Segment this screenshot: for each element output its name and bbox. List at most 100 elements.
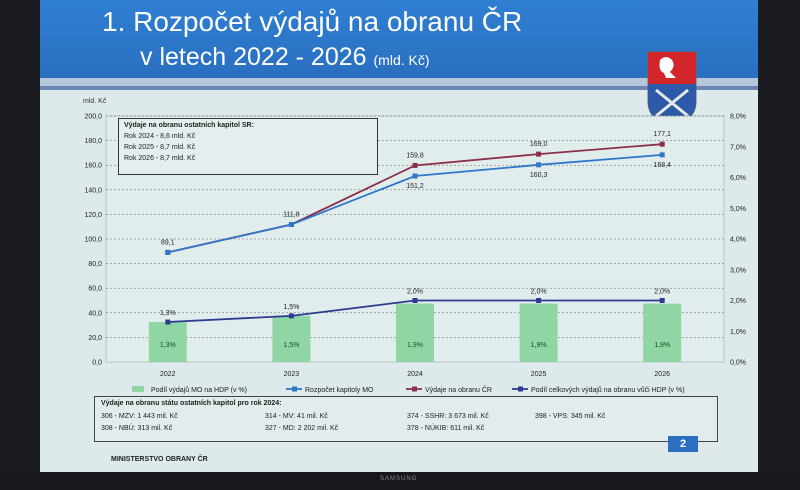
series-marker bbox=[536, 298, 542, 303]
gdp-share-label: 2,0% bbox=[531, 289, 547, 296]
bar bbox=[519, 303, 558, 362]
header-stripe-dark bbox=[40, 86, 758, 90]
info-box-line: Rok 2025 - 8,7 mld. Kč bbox=[124, 144, 196, 151]
series-marker bbox=[165, 319, 171, 325]
y2-tick-label: 0,0% bbox=[730, 360, 746, 367]
chapter-item: 308 - NBÚ: 313 mil. Kč bbox=[101, 425, 172, 432]
series-marker bbox=[165, 249, 171, 255]
chapter-value: 3 673 mil. Kč bbox=[448, 413, 489, 420]
x-tick-label: 2024 bbox=[407, 371, 423, 378]
y2-tick-label: 4,0% bbox=[730, 237, 746, 244]
y-tick-label: 80,0 bbox=[88, 261, 102, 268]
y-tick-label: 0,0 bbox=[92, 360, 102, 367]
y-tick-label: 20,0 bbox=[88, 335, 102, 342]
x-tick-label: 2025 bbox=[531, 371, 547, 378]
bar-label: 1,9% bbox=[654, 342, 670, 349]
bar bbox=[643, 303, 682, 362]
header-stripe bbox=[40, 78, 758, 86]
chapter-value: 345 mil. Kč bbox=[570, 413, 606, 420]
legend-swatch bbox=[132, 386, 144, 392]
page-number: 2 bbox=[668, 436, 698, 452]
gdp-share-label: 2,0% bbox=[654, 289, 670, 296]
y-tick-label: 180,0 bbox=[84, 138, 102, 145]
series-marker bbox=[659, 152, 665, 158]
budget-mo-label: 160,3 bbox=[530, 172, 548, 179]
chapter-value: 2 202 mil. Kč bbox=[297, 425, 339, 432]
y-tick-label: 160,0 bbox=[84, 163, 102, 170]
legend-label: Rozpočet kapitoly MO bbox=[305, 387, 374, 394]
x-tick-label: 2026 bbox=[654, 371, 670, 378]
chapter-item: 327 - MD: 2 202 mil. Kč bbox=[265, 425, 338, 432]
footer-ministry: MINISTERSTVO OBRANY ČR bbox=[111, 456, 208, 463]
y-tick-label: 40,0 bbox=[88, 310, 102, 317]
other-chapters-box: Výdaje na obranu státu ostatních kapitol… bbox=[94, 396, 718, 442]
series-marker bbox=[536, 162, 542, 168]
budget-total-label: 169,0 bbox=[530, 141, 548, 148]
bar-label: 1,9% bbox=[407, 342, 423, 349]
y-tick-label: 100,0 bbox=[84, 237, 102, 244]
legend-marker bbox=[518, 386, 523, 392]
axes: 0,0 20,0 40,0 60,0 80,0 100,0 120,0 140,0 160,0 1… bbox=[84, 114, 746, 379]
series-marker bbox=[412, 173, 418, 179]
chapter-item: 306 - MZV: 1 443 mil. Kč bbox=[101, 413, 178, 420]
other-chapters-title: Výdaje na obranu státu ostatních kapitol… bbox=[101, 400, 282, 407]
bar bbox=[272, 315, 311, 362]
legend-marker bbox=[412, 386, 417, 392]
series-marker bbox=[659, 298, 665, 303]
series-marker bbox=[288, 221, 294, 227]
series-marker bbox=[412, 162, 418, 168]
chapter-item: 398 - VPS: 345 mil. Kč bbox=[535, 413, 605, 420]
legend-label: Podíl výdajů MO na HDP (v %) bbox=[151, 386, 247, 394]
bar-label: 1,9% bbox=[531, 342, 547, 349]
title-years: v letech 2022 - 2026 bbox=[140, 43, 367, 71]
legend-label: Podíl celkových výdajů na obranu vůči HD… bbox=[531, 386, 685, 394]
y-axis-label: mld. Kč bbox=[83, 98, 107, 105]
y-tick-label: 140,0 bbox=[84, 187, 102, 194]
legend: Podíl výdajů MO na HDP (v %) Rozpočet kap… bbox=[132, 385, 685, 394]
bar-label: 1,5% bbox=[283, 342, 299, 349]
chapter-item: 374 - SSHR: 3 673 mil. Kč bbox=[407, 413, 489, 420]
chart: 0,0 20,0 40,0 60,0 80,0 100,0 120,0 140,0 160,0 1… bbox=[83, 98, 746, 394]
chapter-label: 327 - MD: bbox=[265, 425, 296, 432]
y2-tick-label: 8,0% bbox=[730, 114, 746, 121]
budget-mo-label: 151,2 bbox=[406, 183, 424, 190]
budget-total-label: 111,8 bbox=[283, 211, 300, 218]
x-tick-label: 2023 bbox=[284, 371, 300, 378]
chapter-value: 1 443 mil. Kč bbox=[137, 413, 178, 420]
title-unit: (mld. Kč) bbox=[373, 52, 430, 68]
y2-tick-label: 5,0% bbox=[730, 206, 746, 213]
chapter-label: 314 - MV: bbox=[265, 413, 296, 420]
y2-tick-label: 1,0% bbox=[730, 329, 746, 336]
slide-header: 1. Rozpočet výdajů na obranu ČR v letech… bbox=[40, 0, 758, 78]
slide-subtitle: v letech 2022 - 2026 (mld. Kč) bbox=[140, 42, 430, 75]
info-box-line: Rok 2026 - 8,7 mld. Kč bbox=[124, 155, 196, 162]
legend-label: Výdaje na obranu ČR bbox=[425, 385, 492, 394]
y-tick-label: 120,0 bbox=[84, 212, 102, 219]
bar bbox=[148, 322, 187, 362]
info-box-line: Rok 2024 - 8,6 mld. Kč bbox=[124, 133, 196, 140]
chapter-label: 374 - SSHR: bbox=[407, 413, 447, 420]
series-marker bbox=[412, 298, 418, 303]
gdp-share-label: 1,3% bbox=[160, 310, 176, 317]
slide-title: 1. Rozpočet výdajů na obranu ČR bbox=[102, 6, 523, 37]
chapter-label: 398 - VPS: bbox=[535, 413, 569, 420]
gdp-share-label: 2,0% bbox=[407, 289, 423, 296]
series-marker bbox=[659, 141, 665, 147]
bar bbox=[396, 303, 434, 362]
bar-label: 1,3% bbox=[160, 342, 176, 349]
series-marker bbox=[536, 151, 542, 157]
chapter-label: 378 - NÚKIB: bbox=[407, 425, 449, 432]
chapter-value: 313 mil. Kč bbox=[137, 425, 173, 432]
chapter-label: 308 - NBÚ: bbox=[101, 425, 136, 432]
chapter-value: 41 mil. Kč bbox=[297, 413, 328, 420]
budget-mo-label: 168,4 bbox=[653, 162, 671, 169]
slide: 1. Rozpočet výdajů na obranu ČR v letech… bbox=[40, 0, 758, 472]
y2-tick-label: 3,0% bbox=[730, 267, 746, 274]
budget-total-label: 159,8 bbox=[406, 152, 424, 159]
bars bbox=[148, 303, 682, 362]
gdp-share-label: 1,5% bbox=[283, 304, 299, 311]
budget-total-label: 89,1 bbox=[161, 239, 175, 246]
chapter-item: 314 - MV: 41 mil. Kč bbox=[265, 413, 328, 420]
data-labels: 1,3% 1,5% 1,9% 1,9% 1,9% 89,1 111,8 159,8 169,0 1… bbox=[160, 131, 671, 349]
y-tick-label: 60,0 bbox=[88, 286, 102, 293]
